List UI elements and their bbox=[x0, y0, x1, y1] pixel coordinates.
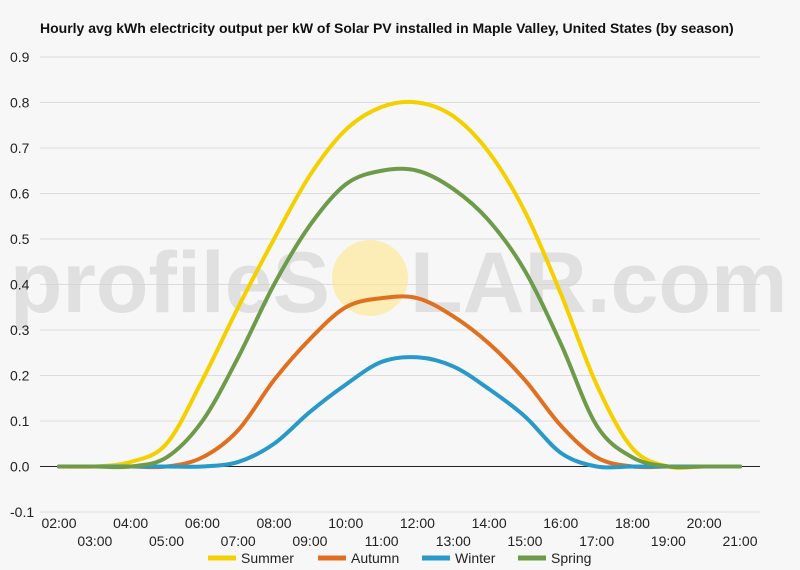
legend-label: Summer bbox=[241, 550, 294, 566]
x-tick-label: 12:00 bbox=[400, 515, 435, 531]
y-tick-label: 0.8 bbox=[10, 95, 30, 111]
x-tick-label: 06:00 bbox=[185, 515, 220, 531]
x-tick-label: 13:00 bbox=[436, 533, 471, 549]
x-tick-label: 11:00 bbox=[365, 533, 399, 549]
x-tick-label: 04:00 bbox=[113, 515, 148, 531]
x-tick-label: 15:00 bbox=[507, 533, 542, 549]
watermark-sun-icon bbox=[332, 240, 408, 316]
series-line-summer bbox=[57, 99, 742, 470]
x-tick-label: 02:00 bbox=[41, 515, 76, 531]
watermark: profileS LAR.com bbox=[10, 235, 788, 331]
legend-label: Spring bbox=[551, 550, 591, 566]
watermark-text-left: profileS bbox=[10, 235, 330, 331]
watermark-text-right: LAR.com bbox=[410, 235, 787, 331]
y-tick-label: 0.3 bbox=[10, 322, 30, 338]
legend: Summer Autumn Winter Spring bbox=[208, 550, 591, 566]
x-tick-label: 08:00 bbox=[257, 515, 292, 531]
x-tick-label: 19:00 bbox=[651, 533, 686, 549]
x-tick-label: 09:00 bbox=[292, 533, 327, 549]
y-tick-label: 0.0 bbox=[10, 459, 30, 475]
x-tick-label: 17:00 bbox=[579, 533, 614, 549]
x-tick-label: 20:00 bbox=[687, 515, 722, 531]
y-tick-label: -0.1 bbox=[10, 504, 34, 520]
x-tick-label: 14:00 bbox=[472, 515, 507, 531]
x-axis-ticks: 02:00 04:00 06:00 08:00 10:00 12:00 14:00 16:00… bbox=[41, 515, 757, 549]
y-tick-label: 0.1 bbox=[10, 413, 30, 429]
y-tick-label: 0.2 bbox=[10, 368, 30, 384]
legend-label: Winter bbox=[455, 550, 496, 566]
y-tick-label: 0.7 bbox=[10, 140, 30, 156]
x-tick-label: 16:00 bbox=[543, 515, 578, 531]
x-tick-label: 10:00 bbox=[328, 515, 363, 531]
x-tick-label: 03:00 bbox=[77, 533, 112, 549]
chart-title: Hourly avg kWh electricity output per kW… bbox=[40, 20, 734, 36]
x-tick-label: 18:00 bbox=[615, 515, 650, 531]
legend-label: Autumn bbox=[351, 550, 399, 566]
y-tick-label: 0.6 bbox=[10, 186, 30, 202]
y-tick-label: 0.4 bbox=[10, 277, 30, 293]
series-line-winter bbox=[57, 355, 742, 470]
series-line-spring bbox=[57, 166, 742, 470]
series-lines bbox=[57, 99, 742, 470]
y-tick-label: 0.5 bbox=[10, 231, 30, 247]
y-tick-label: 0.9 bbox=[10, 49, 30, 65]
x-tick-label: 05:00 bbox=[149, 533, 184, 549]
x-tick-label: 21:00 bbox=[722, 533, 757, 549]
y-axis-ticks: 0.9 0.8 0.7 0.6 0.5 0.4 0.3 0.2 0.1 0.0 -0.1 bbox=[10, 49, 34, 520]
x-tick-label: 07:00 bbox=[221, 533, 256, 549]
